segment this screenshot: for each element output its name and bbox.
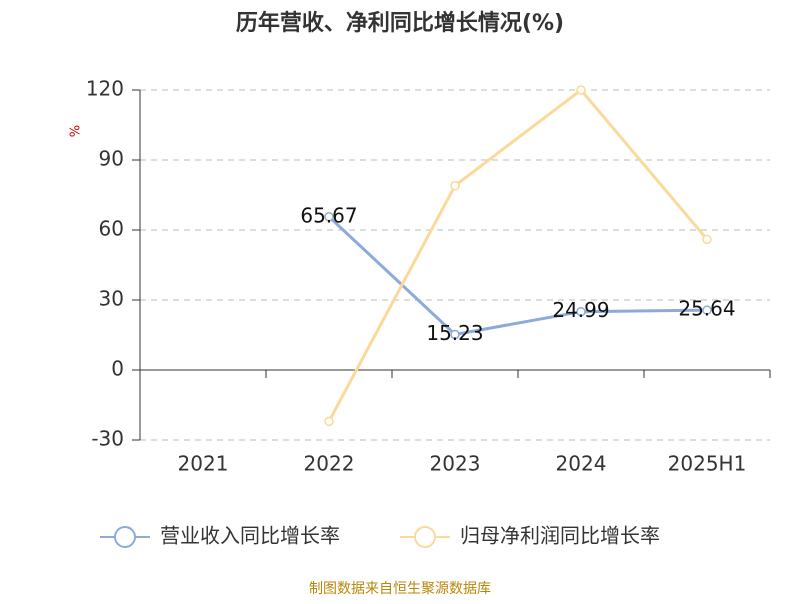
data-point (702, 305, 712, 315)
data-point (450, 180, 460, 191)
source-note: 制图数据来自恒生聚源数据库 (309, 581, 491, 597)
legend-marker (414, 526, 436, 548)
data-point (576, 306, 586, 317)
y-tick-label: 0 (111, 357, 124, 381)
data-label: 24.99 (552, 298, 609, 322)
x-tick-label: 2021 (178, 452, 229, 476)
data-point (702, 234, 712, 245)
x-tick-label: 2025H1 (668, 452, 747, 476)
legend-label: 归母净利润同比增长率 (460, 524, 660, 548)
legend-label: 营业收入同比增长率 (160, 524, 340, 548)
data-point (324, 416, 334, 427)
x-tick-label: 2024 (556, 452, 607, 476)
data-label: 15.23 (426, 321, 483, 345)
x-tick-label: 2023 (430, 452, 481, 476)
series-line (327, 87, 709, 423)
y-axis-label: % (69, 125, 84, 137)
data-point (324, 212, 334, 222)
data-point (576, 85, 586, 95)
data-point (450, 329, 460, 340)
y-tick-label: 30 (99, 287, 124, 311)
data-label: 65.67 (300, 203, 357, 227)
data-label: 25.64 (678, 297, 735, 321)
chart-title: 历年营收、净利同比增长情况(%) (236, 10, 564, 36)
series-line (327, 215, 708, 337)
legend-marker (114, 526, 136, 548)
y-tick-label: -30 (91, 427, 124, 451)
y-tick-label: 60 (99, 217, 124, 241)
y-tick-label: 120 (86, 77, 124, 101)
x-tick-label: 2022 (304, 452, 355, 476)
y-tick-label: 90 (99, 147, 124, 171)
